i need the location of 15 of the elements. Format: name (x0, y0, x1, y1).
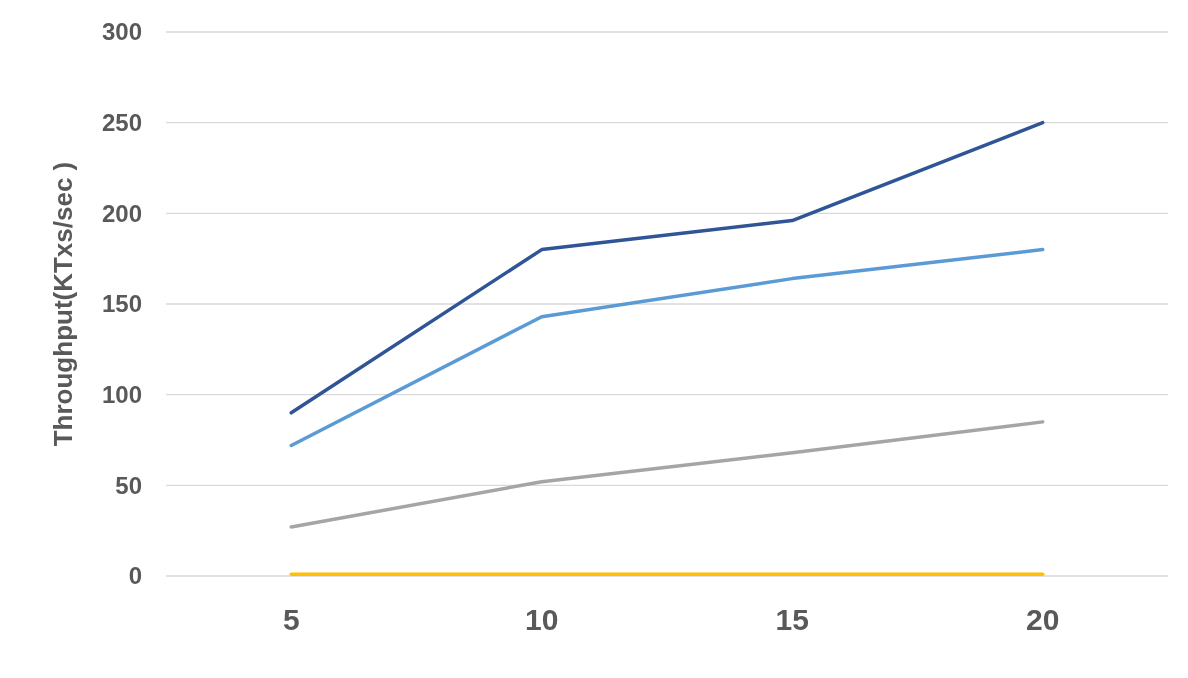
x-tick-label: 5 (282, 603, 300, 636)
x-tick-label: 10 (525, 603, 559, 636)
line-series (289, 420, 1045, 529)
y-tick-label: 50 (115, 471, 142, 499)
line-series (289, 247, 1045, 448)
y-tick-label: 300 (101, 18, 142, 46)
line-series (289, 120, 1045, 415)
y-tick-label: 100 (101, 381, 142, 409)
y-tick-label: 200 (101, 199, 142, 227)
y-tick-label: 0 (128, 562, 142, 590)
x-tick-label: 15 (775, 603, 809, 636)
y-tick-label: 250 (101, 109, 142, 137)
y-tick-label: 150 (101, 290, 142, 318)
y-axis-title: Throughput(KTxs/sec ) (48, 161, 78, 447)
x-tick-label: 20 (1026, 603, 1060, 636)
